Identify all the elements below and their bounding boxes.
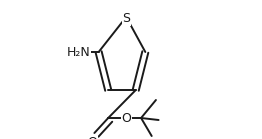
Text: S: S <box>122 12 130 25</box>
Text: O: O <box>87 136 97 139</box>
Text: H₂N: H₂N <box>67 45 91 59</box>
Text: O: O <box>121 111 131 125</box>
